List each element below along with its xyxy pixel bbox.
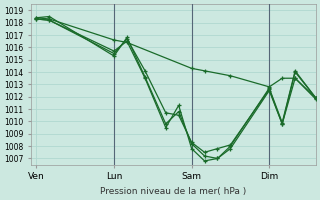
X-axis label: Pression niveau de la mer( hPa ): Pression niveau de la mer( hPa ) bbox=[100, 187, 247, 196]
